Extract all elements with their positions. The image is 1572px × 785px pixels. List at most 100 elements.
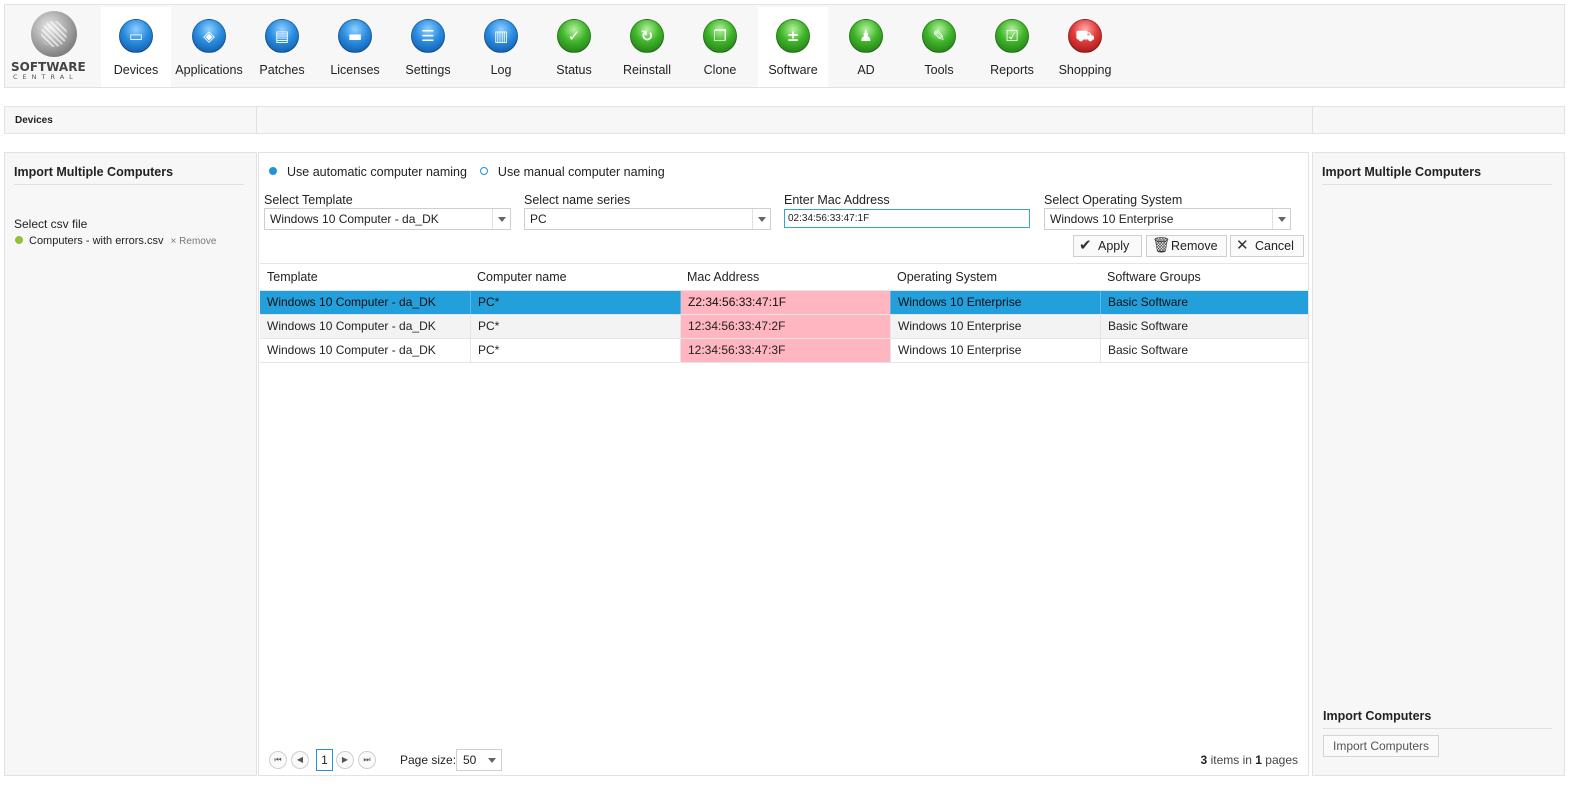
- cart-icon-glyph: ⛟: [1075, 27, 1095, 45]
- import-computers-button[interactable]: Import Computers: [1323, 735, 1440, 757]
- pages-label: pages: [1265, 753, 1298, 767]
- software-central-logo: SOFTWARE CENTRAL: [7, 7, 103, 87]
- column-header-software-groups[interactable]: Software Groups: [1107, 270, 1201, 284]
- next-page-icon[interactable]: ▶: [336, 751, 354, 769]
- radio-automatic-naming[interactable]: Use automatic computer naming: [269, 165, 467, 179]
- breadcrumb[interactable]: Devices: [15, 115, 53, 126]
- check-icon: ✓: [557, 19, 591, 53]
- file-name: Computers - with errors.csv: [29, 235, 164, 247]
- chevron-down-icon[interactable]: [1272, 209, 1290, 229]
- cell-computer-name: PC*: [470, 315, 680, 338]
- nav-item-devices[interactable]: ▭ Devices: [101, 7, 171, 87]
- cell-software-groups: Basic Software: [1100, 315, 1308, 338]
- cell-operating-system: Windows 10 Enterprise: [890, 291, 1100, 314]
- log-icon: ▥: [484, 19, 518, 53]
- nav-item-settings[interactable]: ☰ Settings: [393, 7, 463, 87]
- cell-computer-name: PC*: [470, 291, 680, 314]
- nav-item-log[interactable]: ▥ Log: [466, 7, 536, 87]
- remove-button[interactable]: 🗑 Remove: [1146, 235, 1227, 257]
- template-select[interactable]: Windows 10 Computer - da_DK: [264, 208, 511, 230]
- nav-item-shopping[interactable]: ⛟ Shopping: [1050, 7, 1120, 87]
- cell-template: Windows 10 Computer - da_DK: [267, 295, 436, 309]
- cell-computer-name: PC*: [470, 339, 680, 362]
- cell-template: Windows 10 Computer - da_DK: [267, 343, 436, 357]
- nav-item-applications[interactable]: ◈ Applications: [174, 7, 244, 87]
- table-row[interactable]: Windows 10 Computer - da_DK PC* 12:34:56…: [260, 339, 1308, 363]
- main-toolbar: SOFTWARE CENTRAL ▭ Devices ◈ Applications ▤ P…: [4, 4, 1565, 88]
- os-label: Select Operating System: [1044, 193, 1183, 207]
- os-value: Windows 10 Enterprise: [1050, 212, 1174, 226]
- first-page-icon[interactable]: ⏮: [269, 751, 287, 769]
- mac-address-input[interactable]: 02:34:56:33:47:1F: [784, 209, 1030, 228]
- wrench-icon-glyph: ✎: [932, 27, 946, 45]
- apply-button[interactable]: ✔ Apply: [1073, 235, 1142, 257]
- nav-item-ad[interactable]: ♟ AD: [831, 7, 901, 87]
- nav-label: Reinstall: [623, 63, 671, 77]
- column-header-mac-address[interactable]: Mac Address: [687, 270, 760, 284]
- nav-label: Licenses: [330, 63, 380, 77]
- apply-label: Apply: [1098, 239, 1130, 253]
- column-header-template[interactable]: Template: [267, 270, 318, 284]
- previous-page-icon[interactable]: ◀: [291, 751, 309, 769]
- monitor-icon: ▭: [119, 19, 153, 53]
- nav-label: Devices: [113, 63, 159, 77]
- log-icon-glyph: ▥: [493, 27, 509, 45]
- nav-item-licenses[interactable]: ▬ Licenses: [320, 7, 390, 87]
- radio-selected-icon: [269, 167, 277, 175]
- nav-item-software[interactable]: ± Software: [758, 7, 828, 87]
- logo-line2: CENTRAL: [13, 73, 78, 81]
- table-row[interactable]: Windows 10 Computer - da_DK PC* Z2:34:56…: [260, 291, 1308, 315]
- check-icon-glyph: ✓: [567, 27, 581, 45]
- mac-address-field: Enter Mac Address 02:34:56:33:47:1F: [784, 193, 1031, 228]
- csv-label: Select csv file: [14, 217, 88, 231]
- cancel-label: Cancel: [1255, 239, 1294, 253]
- chevron-down-icon[interactable]: [492, 209, 510, 229]
- nav-item-reinstall[interactable]: ↻ Reinstall: [612, 7, 682, 87]
- logo-line1: SOFTWARE: [11, 60, 86, 74]
- remove-file-link[interactable]: × Remove: [171, 236, 217, 247]
- nav-item-tools[interactable]: ✎ Tools: [904, 7, 974, 87]
- current-page[interactable]: 1: [316, 749, 333, 771]
- selected-file: Computers - with errors.csv × Remove: [15, 235, 216, 247]
- cancel-button[interactable]: ✕ Cancel: [1230, 235, 1304, 257]
- nav-item-reports[interactable]: ☑ Reports: [977, 7, 1047, 87]
- trash-icon: 🗑: [1152, 237, 1172, 254]
- name-series-select[interactable]: PC: [524, 208, 771, 230]
- nav-item-clone[interactable]: ❐ Clone: [685, 7, 755, 87]
- os-field: Select Operating System Windows 10 Enter…: [1044, 193, 1291, 230]
- chevron-down-icon[interactable]: [752, 209, 770, 229]
- radio-manual-label: Use manual computer naming: [497, 165, 665, 179]
- cell-mac-address-error: Z2:34:56:33:47:1F: [680, 291, 890, 314]
- column-header-computer-name[interactable]: Computer name: [477, 270, 567, 284]
- grid-header: Template Computer name Mac Address Opera…: [260, 263, 1308, 291]
- nav-item-patches[interactable]: ▤ Patches: [247, 7, 317, 87]
- nav-item-status[interactable]: ✓ Status: [539, 7, 609, 87]
- mac-address-label: Enter Mac Address: [784, 193, 890, 207]
- page-size-select[interactable]: 50: [456, 749, 502, 771]
- remove-file-label: Remove: [179, 236, 217, 247]
- cell-mac-address-error: 12:34:56:33:47:2F: [680, 315, 890, 338]
- refresh-icon-glyph: ↻: [640, 27, 654, 45]
- nav-label: Shopping: [1058, 63, 1112, 77]
- items-in-label: items in: [1210, 753, 1252, 767]
- nav-label: Log: [490, 63, 512, 77]
- column-header-operating-system[interactable]: Operating System: [897, 270, 998, 284]
- template-label: Select Template: [264, 193, 353, 207]
- import-computers-title: Import Computers: [1323, 709, 1432, 723]
- nav-label: AD: [857, 63, 875, 77]
- check-icon: ✔: [1079, 237, 1092, 254]
- last-page-icon[interactable]: ⏭: [358, 751, 376, 769]
- users-icon-glyph: ♟: [859, 27, 873, 45]
- os-select[interactable]: Windows 10 Enterprise: [1044, 208, 1291, 230]
- clone-icon: ❐: [703, 19, 737, 53]
- left-panel-title: Import Multiple Computers: [14, 165, 174, 179]
- computers-grid: Template Computer name Mac Address Opera…: [260, 263, 1308, 363]
- settings-icon: ☰: [411, 19, 445, 53]
- radio-automatic-label: Use automatic computer naming: [287, 165, 467, 179]
- pages-count: 1: [1255, 753, 1262, 767]
- plus-minus-icon: ±: [776, 19, 810, 53]
- nav-label: Settings: [405, 63, 451, 77]
- table-row[interactable]: Windows 10 Computer - da_DK PC* 12:34:56…: [260, 315, 1308, 339]
- radio-manual-naming[interactable]: Use manual computer naming: [479, 165, 665, 179]
- cell-mac-address-error: 12:34:56:33:47:3F: [680, 339, 890, 362]
